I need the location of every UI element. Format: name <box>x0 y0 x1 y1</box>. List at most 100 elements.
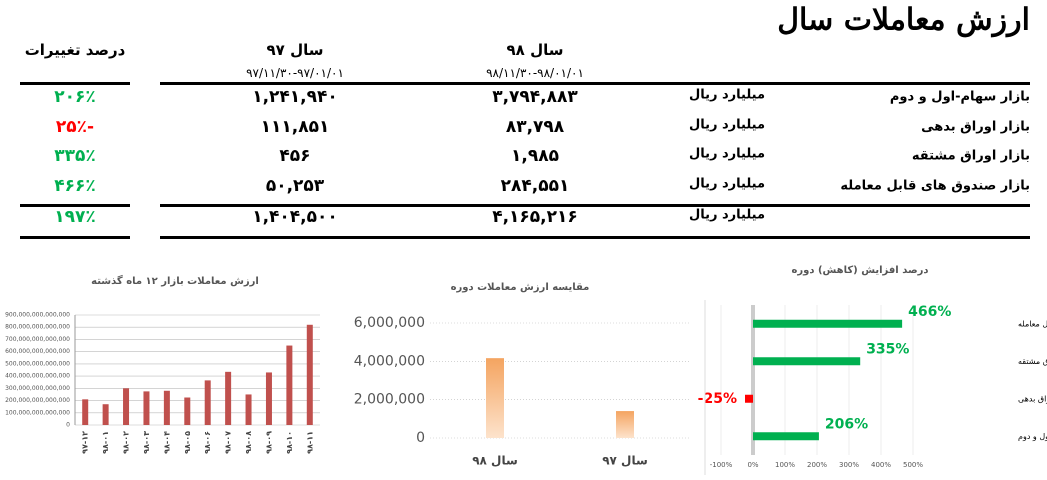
y-tick-label: 300,000,000,000,000 <box>5 385 70 392</box>
bar <box>745 394 753 403</box>
category-label: بازار صندوق های قابل معامله <box>1018 319 1047 328</box>
bar <box>123 388 130 425</box>
text: درصد تغییرات <box>24 41 126 59</box>
x-tick-label: 300% <box>839 461 859 469</box>
x-tick-label: ۹۸-۰۶ <box>203 431 212 454</box>
bar <box>82 399 89 425</box>
category-label: بازار سهام-اول و دوم <box>1018 432 1047 441</box>
x-tick-label: ۹۸-۰۸ <box>244 431 253 454</box>
bar <box>286 345 293 425</box>
value-label: -25% <box>698 391 737 407</box>
x-tick-label: ۹۸-۰۴ <box>162 431 171 454</box>
bar <box>225 371 232 425</box>
x-tick-label: -100% <box>710 461 733 469</box>
y-tick-label: 100,000,000,000,000 <box>5 409 70 416</box>
value-label: 466% <box>908 304 951 320</box>
x-tick-label: ۹۸-۱۱ <box>305 431 314 454</box>
x-tick-label: ۹۸-۰۱ <box>101 431 110 454</box>
y-tick-label: 4,000,000 <box>354 353 425 369</box>
text: بازار اوراق مشتقه <box>911 148 1030 164</box>
x-tick-label: ۹۸-۰۳ <box>142 431 151 454</box>
text: ارزش معاملات سال <box>777 2 1030 38</box>
bar <box>265 372 272 425</box>
y-tick-label: 6,000,000 <box>354 315 425 331</box>
y-tick-label: 0 <box>416 430 425 446</box>
text: ۸۳,۷۹۸ <box>505 116 565 137</box>
chart-title: مقایسه ارزش معاملات دوره <box>451 282 590 293</box>
text: ۱۹۷٪ <box>54 207 96 227</box>
bar <box>753 357 861 366</box>
bar <box>486 358 504 438</box>
text: -۲۵٪ <box>55 116 95 137</box>
bar <box>143 391 150 425</box>
category-label: بازار اوراق مشتقه <box>1018 357 1047 366</box>
text: بازار اوراق بدهی <box>921 119 1030 134</box>
text: ۱۱۱,۸۵۱ <box>260 116 330 137</box>
text: ۵۰,۲۵۳ <box>265 175 325 196</box>
x-tick-label: سال ۹۸ <box>472 454 518 468</box>
text: میلیارد ریال <box>688 87 765 103</box>
x-tick-label: 500% <box>903 461 923 469</box>
x-tick-label: سال ۹۷ <box>602 454 648 468</box>
y-tick-label: 2,000,000 <box>354 392 425 408</box>
text: ۱,۴۰۴,۵۰۰ <box>252 207 338 227</box>
bar <box>245 394 252 425</box>
text: میلیارد ریال <box>688 117 765 132</box>
y-tick-label: 500,000,000,000,000 <box>5 360 70 367</box>
x-tick-label: ۹۸-۰۲ <box>122 431 131 454</box>
y-tick-label: 600,000,000,000,000 <box>5 348 70 355</box>
text: ۱,۲۴۱,۹۴۰ <box>252 87 338 107</box>
text: ۲۸۴,۵۵۱ <box>500 175 570 196</box>
text: ۴,۱۶۵,۲۱۶ <box>492 207 578 227</box>
text: سال ۹۷ <box>266 41 324 59</box>
x-tick-label: ۹۸-۱۰ <box>285 431 294 454</box>
text: میلیارد ریال <box>688 207 765 223</box>
y-tick-label: 0 <box>66 422 70 429</box>
x-tick-label: 0% <box>747 461 758 469</box>
text: ۹۷/۱۱/۳۰-۹۷/۰۱/۰۱ <box>246 66 344 80</box>
text: بازار صندوق های قابل معامله <box>840 178 1030 193</box>
text: ۱,۹۸۵ <box>511 146 559 166</box>
x-tick-label: 200% <box>807 461 827 469</box>
y-tick-label: 900,000,000,000,000 <box>5 312 70 319</box>
x-tick-label: 100% <box>775 461 795 469</box>
rule <box>160 82 1030 85</box>
text: ۳,۷۹۴,۸۸۳ <box>492 87 578 107</box>
category-label: بازار اوراق بدهی <box>1018 394 1047 403</box>
text: ۹۸/۱۱/۳۰-۹۸/۰۱/۰۱ <box>486 66 584 80</box>
value-label: 335% <box>866 341 909 357</box>
bar <box>753 319 903 328</box>
text: سال ۹۸ <box>506 41 564 59</box>
bar <box>163 390 170 425</box>
rule <box>160 236 1030 239</box>
chart-title: ارزش معاملات بازار ۱۲ ماه گذشته <box>91 274 259 287</box>
y-tick-label: 800,000,000,000,000 <box>5 324 70 331</box>
bar <box>616 411 634 438</box>
chart-title: درصد افزایش (کاهش) دوره <box>791 265 928 276</box>
text: بازار سهام-اول و دوم <box>889 89 1030 105</box>
x-tick-label: ۹۸-۰۷ <box>224 431 233 454</box>
text: میلیارد ریال <box>688 176 765 191</box>
rule <box>20 82 130 85</box>
x-tick-label: ۹۸-۰۹ <box>264 431 273 454</box>
rule <box>20 204 130 207</box>
x-tick-label: ۹۷-۱۲ <box>81 431 90 454</box>
bar <box>204 380 211 425</box>
bar <box>306 324 313 425</box>
bar <box>102 404 109 425</box>
rule <box>160 204 1030 207</box>
text: میلیارد ریال <box>688 146 765 162</box>
bar <box>753 432 819 441</box>
y-tick-label: 400,000,000,000,000 <box>5 373 70 380</box>
bar <box>184 397 191 425</box>
text: ۲۰۶٪ <box>54 87 96 107</box>
text: ۳۳۵٪ <box>54 146 96 166</box>
text: ۴۵۶ <box>279 146 311 166</box>
x-tick-label: 400% <box>871 461 891 469</box>
y-tick-label: 700,000,000,000,000 <box>5 336 70 343</box>
value-label: 206% <box>825 416 868 432</box>
text: ۴۶۶٪ <box>54 175 96 196</box>
rule <box>20 236 130 239</box>
